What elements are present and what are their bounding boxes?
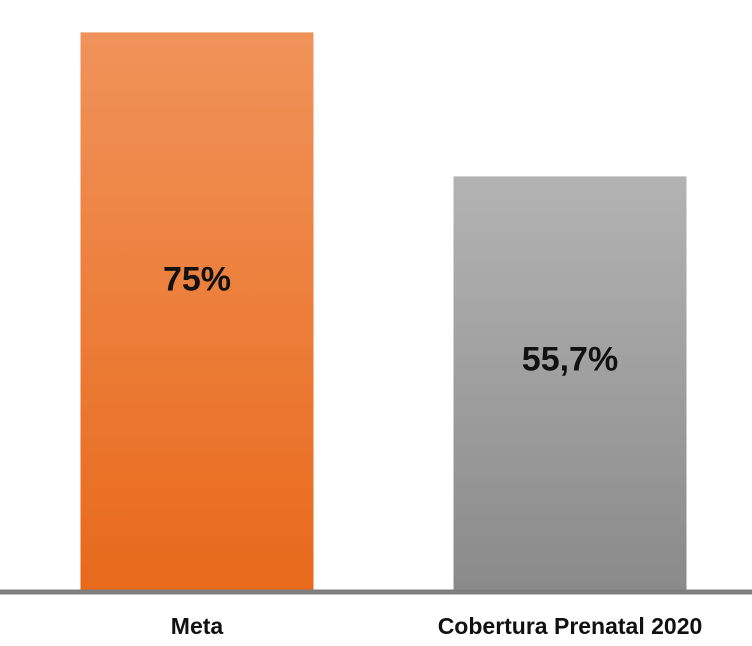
data-label-0: 75% [163,260,231,298]
bar-1 [453,176,687,592]
data-label-1: 55,7% [522,340,618,378]
category-label-0: Meta [171,613,224,639]
category-label-1: Cobertura Prenatal 2020 [438,613,703,639]
bars-layer [80,32,687,592]
labels-layer: 75% Meta 55,7% Cobertura Prenatal 2020 [163,260,702,639]
bar-0 [80,32,314,592]
